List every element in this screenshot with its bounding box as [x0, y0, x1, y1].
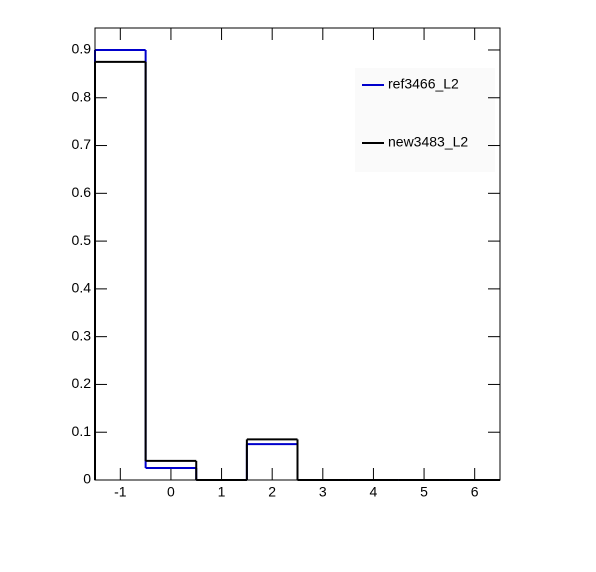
y-tick-label: 0.9	[72, 41, 92, 57]
y-tick-label: 0.5	[72, 232, 92, 248]
x-tick-label: 6	[471, 484, 479, 500]
x-tick-label: 2	[268, 484, 276, 500]
y-tick-label: 0.6	[72, 184, 92, 200]
x-tick-label: 0	[167, 484, 175, 500]
y-tick-label: 0.4	[72, 280, 92, 296]
y-tick-label: 0.3	[72, 327, 92, 343]
y-tick-label: 0.2	[72, 375, 92, 391]
plot-frame	[94, 27, 501, 481]
y-tick-label: 0.7	[72, 136, 92, 152]
x-tick-label: 1	[218, 484, 226, 500]
x-tick-label: 5	[420, 484, 428, 500]
legend-label: new3483_L2	[388, 134, 468, 150]
legend-label: ref3466_L2	[388, 76, 459, 92]
x-tick-label: -1	[114, 484, 127, 500]
y-tick-label: 0.1	[72, 423, 92, 439]
x-tick-label: 3	[319, 484, 327, 500]
x-tick-label: 4	[370, 484, 378, 500]
y-tick-label: 0.8	[72, 88, 92, 104]
y-tick-label: 0	[83, 471, 91, 487]
